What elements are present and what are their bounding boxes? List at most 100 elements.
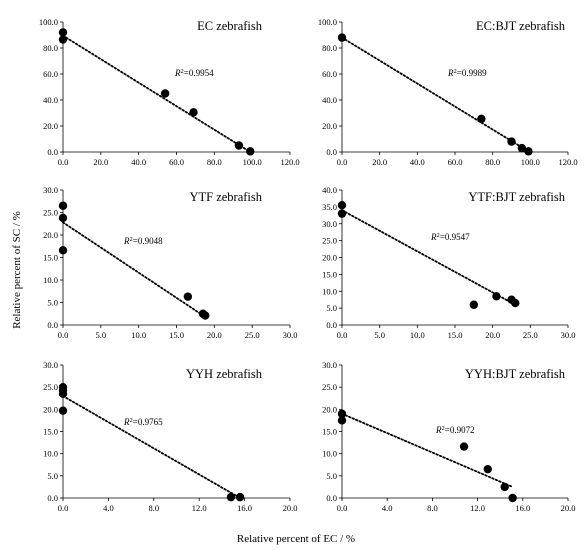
panel-4: 0.0 5.0 10.0 15.0 20.0 25.0 30.0 35.0 40.0 0.0 5.0… — [322, 185, 575, 340]
data-point — [508, 493, 517, 503]
y-tick-label: 15.0 — [43, 427, 58, 437]
x-tick-label: 100.0 — [521, 157, 540, 167]
data-point — [160, 89, 170, 98]
data-point — [507, 137, 516, 146]
data-point — [189, 108, 198, 117]
data-point — [58, 406, 68, 415]
y-tick-label: 25.0 — [43, 382, 58, 392]
data-point — [524, 147, 533, 156]
y-tick-label: 10.0 — [43, 449, 58, 459]
panel-2: 0.0 20.0 40.0 60.0 80.0 100.0 0.0 20.0 40.0 60.0 8… — [318, 17, 578, 167]
y-tick-label: 80.0 — [322, 43, 337, 53]
x-tick-label: 20.0 — [372, 157, 387, 167]
data-point — [183, 292, 193, 301]
r-squared-label: R2=0.9989 — [447, 68, 487, 78]
data-point — [246, 147, 255, 156]
trendline — [62, 221, 207, 318]
y-tick-label: 60.0 — [322, 69, 337, 79]
y-tick-label: 80.0 — [43, 43, 58, 53]
data-point — [235, 492, 245, 502]
y-tick-label: 60.0 — [43, 69, 58, 79]
data-point — [58, 246, 68, 255]
data-point — [337, 416, 347, 425]
y-tick-label: 25.0 — [43, 208, 58, 218]
y-tick-label: 35.0 — [322, 202, 337, 212]
data-point — [459, 442, 469, 451]
data-point — [500, 482, 509, 492]
data-point — [226, 492, 236, 502]
x-tick-label: 10.0 — [410, 330, 425, 340]
x-tick-label: 4.0 — [103, 503, 114, 513]
y-tick-label: 10.0 — [322, 449, 337, 459]
panel-title: YYH:BJT zebrafish — [465, 367, 566, 381]
data-point — [517, 143, 527, 153]
y-tick-label: 20.0 — [322, 404, 337, 414]
y-tick-label: 10.0 — [322, 286, 337, 296]
x-tick-label: 120.0 — [558, 157, 577, 167]
data-point — [58, 28, 68, 37]
data-point — [337, 409, 347, 418]
x-tick-label: 5.0 — [374, 330, 385, 340]
y-tick-label: 5.0 — [47, 471, 58, 481]
y-tick-label: 0.0 — [326, 493, 337, 503]
data-point — [234, 141, 244, 150]
x-tick-label: 30.0 — [561, 330, 576, 340]
y-tick-label: 20.0 — [43, 230, 58, 240]
y-tick-label: 30.0 — [43, 360, 58, 370]
trendline — [62, 34, 252, 153]
y-tick-label: 0.0 — [47, 147, 58, 157]
y-tick-label: 100.0 — [39, 17, 58, 27]
panel-title: YTF zebrafish — [189, 190, 262, 204]
x-tick-label: 12.0 — [192, 503, 207, 513]
x-tick-label: 10.0 — [131, 330, 146, 340]
x-tick-label: 20.0 — [485, 330, 500, 340]
y-tick-label: 40.0 — [322, 95, 337, 105]
trendline — [341, 36, 530, 153]
x-tick-label: 80.0 — [485, 157, 500, 167]
data-point — [477, 114, 486, 124]
x-tick-label: 20.0 — [561, 503, 576, 513]
y-tick-label: 20.0 — [322, 253, 337, 263]
y-tick-label: 100.0 — [318, 17, 337, 27]
data-point — [58, 201, 68, 210]
y-tick-label: 20.0 — [322, 121, 337, 131]
y-tick-label: 20.0 — [43, 404, 58, 414]
panel-title: YTF:BJT zebrafish — [468, 190, 565, 204]
x-tick-label: 16.0 — [515, 503, 530, 513]
x-tick-label: 0.0 — [337, 330, 348, 340]
r-squared-label: R2=0.9048 — [123, 236, 163, 246]
y-tick-label: 5.0 — [326, 303, 337, 313]
x-tick-label: 40.0 — [410, 157, 425, 167]
y-tick-label: 0.0 — [47, 320, 58, 330]
x-tick-label: 30.0 — [283, 330, 298, 340]
x-tick-label: 25.0 — [245, 330, 260, 340]
y-axis-label: Relative percent of SC / % — [11, 211, 23, 329]
r-squared-label: R2=0.9954 — [174, 68, 214, 78]
x-tick-label: 60.0 — [448, 157, 463, 167]
y-tick-label: 25.0 — [322, 382, 337, 392]
x-tick-label: 12.0 — [470, 503, 485, 513]
y-tick-label: 5.0 — [47, 298, 58, 308]
data-point — [483, 464, 492, 474]
x-tick-label: 0.0 — [337, 503, 348, 513]
trendline — [341, 209, 517, 306]
panel-3: 0.0 5.0 10.0 15.0 20.0 25.0 30.0 0.0 5.0 10.0 15.0… — [43, 185, 297, 340]
data-point — [337, 200, 347, 210]
x-tick-label: 16.0 — [237, 503, 252, 513]
x-tick-label: 0.0 — [58, 330, 69, 340]
x-axis-label: Relative percent of EC / % — [237, 533, 355, 545]
r-squared-label: R2=0.9765 — [123, 417, 163, 427]
panel-1: 0.0 20.0 40.0 60.0 80.0 100.0 0.0 20.0 40.0 60.0 8… — [39, 17, 300, 167]
panels: 0.0 20.0 40.0 60.0 80.0 100.0 0.0 20.0 40.0 60.0 8… — [39, 17, 578, 513]
y-tick-label: 15.0 — [322, 427, 337, 437]
y-tick-label: 15.0 — [322, 269, 337, 279]
panel-title: YYH zebrafish — [186, 367, 263, 381]
trendline — [341, 412, 514, 488]
x-tick-label: 15.0 — [169, 330, 184, 340]
panel-title: EC:BJT zebrafish — [476, 19, 566, 33]
x-tick-label: 100.0 — [243, 157, 262, 167]
data-point — [337, 33, 347, 42]
y-tick-label: 0.0 — [326, 320, 337, 330]
y-tick-label: 40.0 — [322, 185, 337, 195]
